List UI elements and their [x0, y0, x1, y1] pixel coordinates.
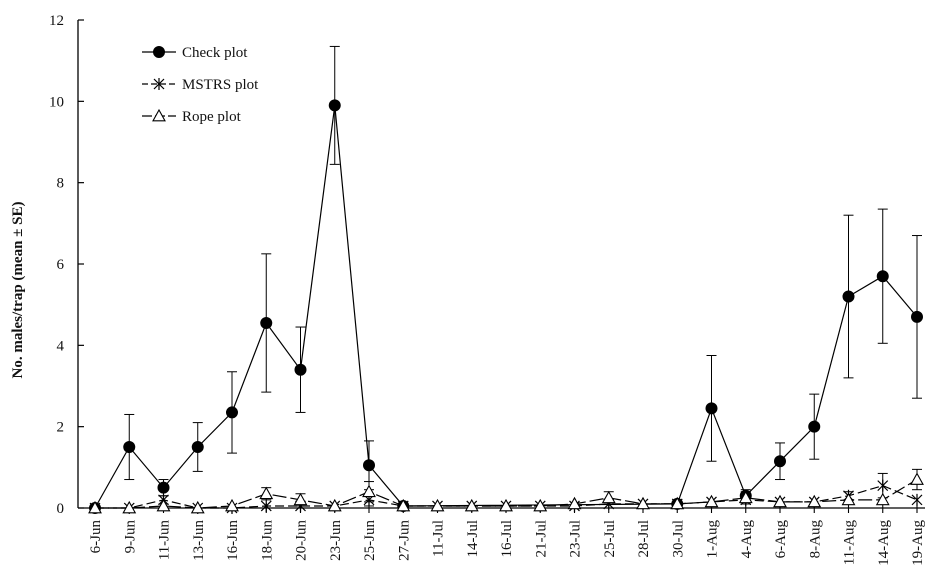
data-point — [910, 472, 924, 485]
x-tick-label: 28-Jul — [636, 520, 652, 558]
x-tick-label: 16-Jul — [499, 520, 515, 558]
y-tick-label: 10 — [49, 94, 64, 110]
axes: 0 2 4 6 8 10 12 6-Jun 9-Jun 11-Jun 13-Jun 16-Jun 18-… — [49, 13, 926, 566]
data-point — [841, 492, 856, 506]
x-tick-label: 25-Jun — [362, 520, 378, 561]
x-tick-label: 8-Aug — [807, 520, 823, 559]
x-tick-label: 1-Aug — [705, 520, 721, 559]
y-axis-label: No. males/trap (mean ± SE) — [10, 202, 26, 379]
data-point — [704, 494, 719, 508]
data-point — [190, 500, 205, 514]
data-point — [88, 500, 102, 514]
data-point — [226, 406, 238, 419]
data-point — [293, 492, 308, 506]
data-point — [499, 498, 513, 512]
x-tick-label: 30-Jul — [670, 520, 686, 558]
data-point — [877, 479, 889, 492]
data-point — [362, 484, 376, 498]
legend-label: MSTRS plot — [182, 77, 259, 93]
legend-item: MSTRS plot — [142, 77, 259, 93]
data-point — [191, 441, 204, 453]
data-point — [294, 363, 307, 376]
legend-item: Check plot — [142, 45, 248, 61]
data-point — [636, 496, 650, 510]
series-line — [94, 105, 918, 509]
data-point — [705, 402, 718, 415]
x-tick-label: 11-Jul — [431, 520, 447, 557]
x-tick-label: 9-Jun — [122, 520, 138, 554]
y-tick-label: 2 — [57, 420, 65, 436]
y-tick-label: 8 — [57, 176, 65, 192]
x-tick-label: 23-Jun — [328, 520, 344, 561]
x-tick-label: 11-Aug — [842, 520, 858, 566]
data-point — [363, 459, 375, 472]
data-point — [911, 310, 923, 323]
legend-marker — [153, 78, 165, 90]
data-point — [260, 316, 273, 329]
data-point — [260, 499, 272, 512]
x-tick-label: 19-Aug — [910, 520, 926, 566]
data-point — [157, 481, 170, 494]
data-point — [774, 455, 786, 468]
data-point — [259, 486, 274, 500]
legend-label: Check plot — [182, 45, 248, 61]
x-tick-label: 23-Jul — [568, 520, 584, 558]
data-point — [328, 99, 341, 112]
data-point — [842, 290, 855, 303]
y-tick-label: 6 — [57, 257, 65, 273]
data-point — [327, 498, 342, 512]
data-point — [225, 498, 239, 512]
data-point — [122, 500, 137, 514]
x-tick-label: 14-Jul — [465, 520, 481, 558]
x-tick-label: 4-Aug — [739, 520, 755, 559]
x-tick-label: 11-Jun — [157, 520, 173, 561]
series-check-plot — [89, 45, 923, 514]
y-tick-label: 0 — [57, 501, 65, 517]
data-point — [533, 498, 548, 512]
x-tick-label: 20-Jun — [294, 520, 310, 561]
data-point — [670, 496, 685, 510]
x-tick-label: 6-Jun — [88, 520, 104, 554]
legend-marker — [152, 108, 166, 122]
x-tick-label: 27-Jun — [396, 520, 412, 561]
legend: Check plot MSTRS plot Rope plot — [142, 45, 259, 125]
legend-label: Rope plot — [182, 109, 242, 125]
x-tick-label: 25-Jul — [602, 520, 618, 558]
legend-item: Rope plot — [142, 108, 242, 125]
data-point — [396, 498, 411, 512]
x-tick-label: 21-Jul — [533, 520, 549, 558]
data-point — [601, 490, 616, 504]
data-point — [911, 493, 923, 506]
x-tick-label: 18-Jun — [259, 520, 275, 561]
data-point — [430, 498, 445, 512]
data-point — [807, 494, 822, 508]
data-point — [156, 498, 171, 512]
data-point — [876, 270, 889, 283]
legend-marker — [153, 46, 165, 58]
x-tick-label: 13-Jun — [191, 520, 207, 561]
data-point — [875, 492, 890, 506]
x-tick-label: 14-Aug — [876, 520, 892, 566]
x-tick-label: 6-Aug — [773, 520, 789, 559]
data-point — [464, 498, 479, 512]
data-point — [808, 420, 821, 433]
y-tick-label: 12 — [49, 13, 64, 29]
data-point — [738, 490, 753, 504]
series-layer — [88, 45, 924, 514]
data-point — [567, 496, 582, 510]
series-rope-plot — [88, 468, 924, 514]
y-tick-label: 4 — [57, 338, 65, 354]
data-point — [123, 441, 136, 453]
x-tick-label: 16-Jun — [225, 520, 241, 561]
data-point — [773, 494, 787, 508]
